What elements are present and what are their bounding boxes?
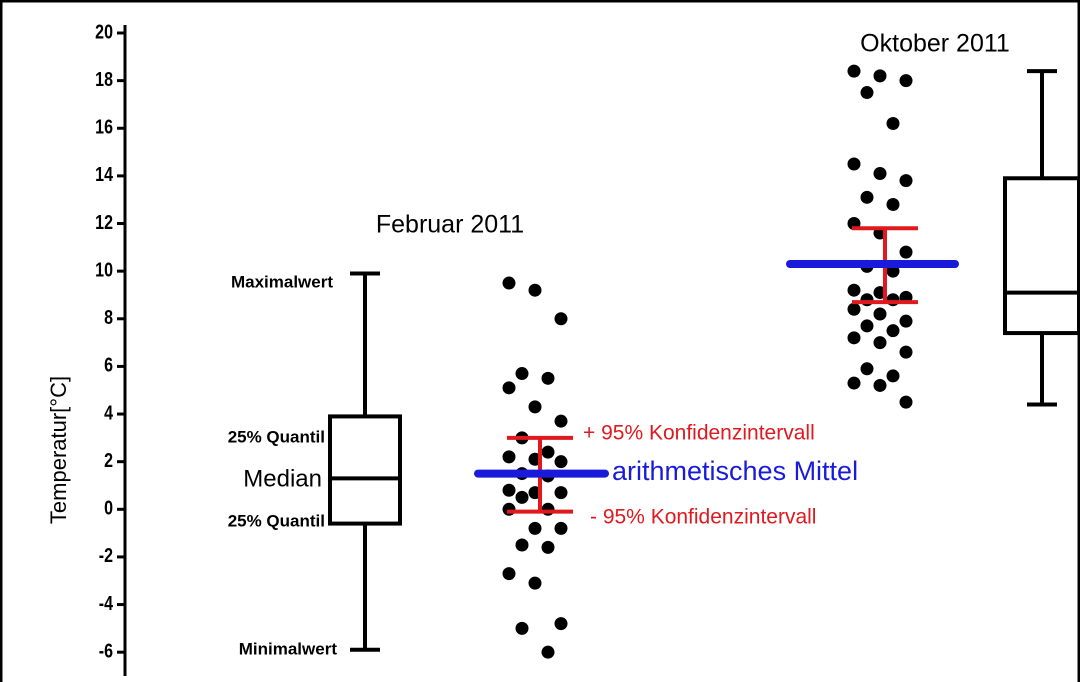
group-title: Februar 2011 [376, 211, 524, 239]
data-point [860, 86, 874, 100]
y-tick-label: 4 [104, 402, 113, 424]
data-point [886, 369, 900, 383]
annotation: + 95% Konfidenzintervall [583, 422, 815, 445]
y-tick-label: 18 [95, 68, 113, 90]
data-point [515, 367, 529, 381]
data-point [847, 376, 861, 390]
data-point [860, 293, 874, 307]
box [328, 414, 402, 526]
y-tick-label: -2 [99, 545, 113, 567]
data-point [873, 307, 887, 321]
data-point [554, 521, 568, 535]
data-point [899, 74, 913, 88]
data-point [515, 621, 529, 635]
data-point [554, 455, 568, 469]
data-point [541, 445, 555, 459]
data-point [541, 502, 555, 516]
data-point [502, 381, 516, 395]
data-point [873, 69, 887, 83]
data-point [502, 450, 516, 464]
data-point [528, 576, 542, 590]
data-point [860, 362, 874, 376]
data-point [899, 395, 913, 409]
annotation: 25% Quantil [228, 427, 325, 446]
data-point [886, 197, 900, 211]
data-point [873, 167, 887, 181]
data-point [554, 486, 568, 500]
annotation: Median [243, 465, 322, 492]
data-point [899, 245, 913, 259]
data-point [860, 190, 874, 204]
data-point [502, 276, 516, 290]
data-point [899, 314, 913, 328]
y-tick-label: -6 [99, 640, 113, 662]
data-point [528, 400, 542, 414]
y-axis-label: Temperatur[°C] [46, 376, 71, 524]
y-tick-label: 0 [104, 497, 113, 519]
data-point [899, 345, 913, 359]
data-point [502, 483, 516, 497]
data-point [847, 157, 861, 171]
annotation: - 95% Konfidenzintervall [590, 506, 816, 529]
data-point [515, 490, 529, 504]
data-point [886, 324, 900, 338]
data-point [886, 116, 900, 130]
y-tick-label: 14 [95, 163, 113, 185]
data-point [541, 540, 555, 554]
data-point [502, 502, 516, 516]
data-point [515, 538, 529, 552]
data-point [873, 336, 887, 350]
data-point [528, 283, 542, 297]
data-point [554, 312, 568, 326]
y-tick-label: 6 [104, 354, 113, 376]
y-tick-label: 16 [95, 116, 113, 138]
y-tick-label: 8 [104, 306, 113, 328]
annotation: arithmetisches Mittel [612, 456, 858, 486]
data-point [541, 645, 555, 659]
data-point [847, 331, 861, 345]
data-point [541, 371, 555, 385]
group-title: Oktober 2011 [860, 30, 1010, 58]
data-point [554, 414, 568, 428]
y-tick-label: 2 [104, 449, 113, 471]
box [1003, 176, 1080, 336]
data-point [847, 302, 861, 316]
y-tick-label: 20 [95, 21, 113, 43]
data-point [899, 174, 913, 188]
data-point [886, 293, 900, 307]
y-tick-label: 10 [95, 259, 113, 281]
y-tick-label: 12 [95, 211, 113, 233]
data-point [528, 521, 542, 535]
data-point [847, 64, 861, 78]
y-tick-label: -4 [99, 592, 113, 614]
data-point [860, 319, 874, 333]
annotation: Maximalwert [231, 272, 333, 291]
annotation: 25% Quantil [228, 511, 325, 530]
data-point [502, 567, 516, 581]
data-point [554, 617, 568, 631]
data-point [873, 378, 887, 392]
data-point [847, 283, 861, 297]
annotation: Minimalwert [239, 639, 338, 658]
